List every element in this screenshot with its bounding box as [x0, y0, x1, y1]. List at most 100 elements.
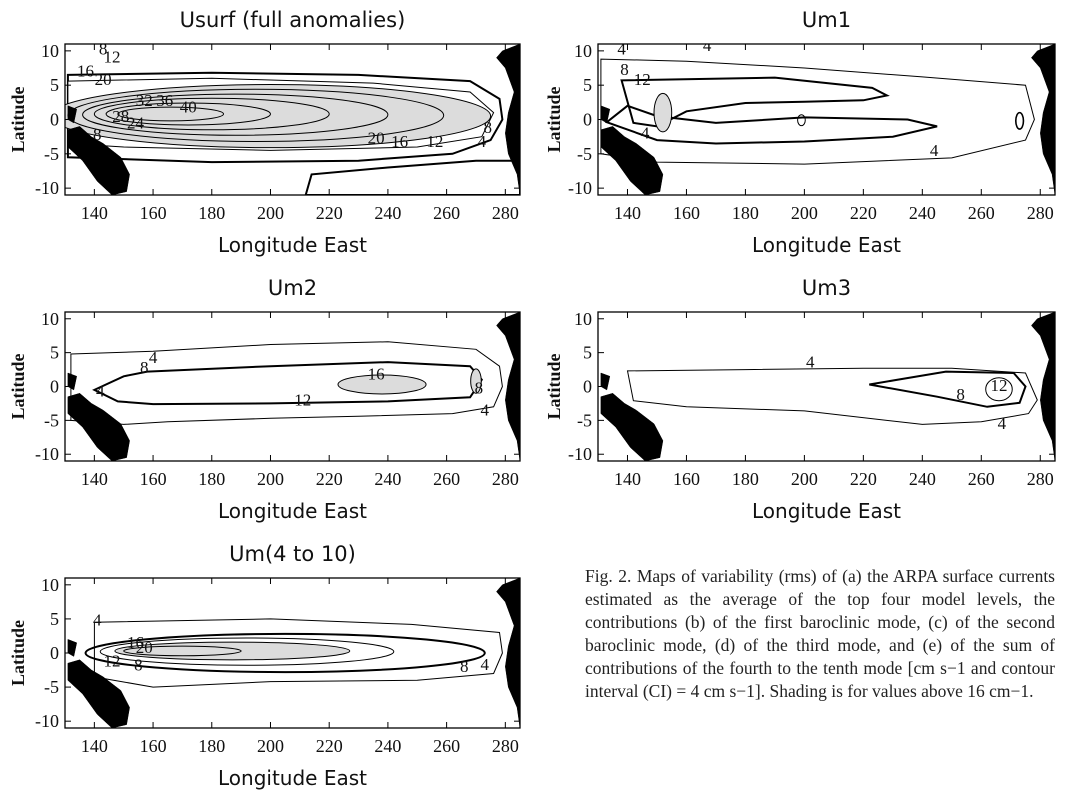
y-tick-label: 5	[50, 75, 59, 95]
x-tick-label: 160	[140, 736, 167, 756]
y-axis-label: Latitude	[8, 620, 28, 686]
x-tick-label: 140	[614, 203, 641, 223]
land-halmahera	[67, 639, 77, 657]
x-axis-label: Longitude East	[218, 233, 367, 257]
contour-label: 8	[460, 657, 469, 676]
x-tick-label: 240	[374, 203, 401, 223]
y-tick-label: 10	[41, 575, 59, 595]
x-tick-label: 260	[433, 469, 460, 489]
contour-label: 8	[475, 378, 484, 397]
x-tick-label: 280	[492, 469, 519, 489]
x-axis-label: Longitude East	[218, 499, 367, 523]
contour-label: 4	[998, 414, 1007, 433]
land-halmahera	[600, 372, 611, 391]
contour-label: 28	[112, 107, 129, 126]
contour-label: 4	[641, 124, 650, 143]
contour-4	[626, 367, 1038, 425]
x-tick-label: 160	[673, 469, 700, 489]
land-new-guinea	[600, 393, 664, 461]
contour-label: 40	[180, 98, 197, 117]
contour-8	[604, 104, 938, 145]
y-tick-label: -10	[35, 711, 59, 731]
land-halmahera	[67, 372, 77, 391]
x-tick-label: 140	[81, 469, 108, 489]
contour-label: 12	[103, 652, 120, 671]
y-axis-label: Latitude	[8, 353, 28, 419]
land-halmahera	[67, 105, 77, 124]
x-tick-label: 200	[257, 469, 284, 489]
x-tick-label: 280	[1027, 469, 1054, 489]
y-tick-label: 10	[41, 309, 59, 329]
x-tick-label: 220	[316, 736, 343, 756]
contour-12	[620, 76, 890, 128]
x-tick-label: 140	[81, 203, 108, 223]
x-tick-label: 160	[140, 203, 167, 223]
x-tick-label: 180	[198, 736, 225, 756]
land-americas	[1031, 44, 1055, 195]
y-tick-label: 5	[50, 343, 59, 363]
x-tick-label: 220	[316, 203, 343, 223]
contour-8-south	[304, 159, 520, 195]
land-new-guinea	[67, 659, 130, 728]
contour-label: 16	[368, 365, 385, 384]
x-tick-label: 280	[492, 203, 519, 223]
y-tick-label: -5	[44, 410, 59, 430]
x-tick-label: 260	[433, 736, 460, 756]
plot-area: 4 4 8 12 4 4	[600, 39, 1055, 195]
x-tick-label: 240	[374, 736, 401, 756]
x-tick-label: 180	[732, 203, 759, 223]
land-americas	[1031, 312, 1055, 461]
caption-text: Fig. 2. Maps of variability (rms) of (a)…	[585, 566, 1055, 701]
contour-4	[70, 341, 503, 425]
y-tick-label: 0	[583, 110, 592, 130]
contour-label: 16	[127, 633, 144, 652]
x-tick-label: 160	[140, 469, 167, 489]
contour-label: 32	[136, 91, 153, 110]
contour-label: 20	[136, 638, 153, 657]
contour-label: 12	[294, 390, 311, 409]
x-tick-label: 200	[257, 736, 284, 756]
contour-label: 4	[617, 39, 626, 58]
panel-title: Um2	[268, 276, 317, 300]
y-tick-label: -10	[35, 444, 59, 464]
contour-small	[1014, 111, 1025, 130]
contour-label: 20	[368, 129, 385, 148]
y-tick-label: -10	[568, 178, 592, 198]
x-tick-label: 200	[791, 469, 818, 489]
figure-caption: Fig. 2. Maps of variability (rms) of (a)…	[585, 565, 1055, 703]
x-axis-label: Longitude East	[752, 233, 901, 257]
y-axis-label: Latitude	[8, 86, 28, 152]
contour-label: 4	[478, 132, 487, 151]
y-tick-label: 10	[41, 41, 59, 61]
contour-label: 8	[134, 656, 143, 675]
contour-label: 16	[391, 132, 408, 151]
x-tick-label: 200	[257, 203, 284, 223]
contour-4	[93, 618, 503, 688]
contour-label: 8	[140, 358, 149, 377]
y-tick-label: 0	[50, 643, 59, 663]
contour-label: 16	[77, 61, 94, 80]
land-new-guinea	[600, 126, 664, 195]
contour-label: 12	[103, 48, 120, 67]
y-tick-label: 0	[50, 110, 59, 130]
y-tick-label: 5	[583, 75, 592, 95]
contour-label: 4	[149, 348, 158, 367]
x-tick-label: 180	[732, 469, 759, 489]
x-tick-label: 240	[909, 203, 936, 223]
contour-label: 12	[990, 376, 1007, 395]
x-tick-label: 280	[492, 736, 519, 756]
x-tick-label: 240	[374, 469, 401, 489]
contour-label: 8	[99, 39, 108, 58]
contour-label: 20	[95, 70, 112, 89]
contour-label: 24	[127, 113, 145, 132]
plot-area: 4 8 12 4	[600, 312, 1055, 461]
contour-label: 12	[426, 132, 443, 151]
contour-label: 8	[956, 385, 965, 404]
plot-frame	[64, 311, 521, 462]
x-tick-label: 260	[968, 469, 995, 489]
contour-12	[985, 377, 1013, 402]
x-tick-label: 140	[81, 736, 108, 756]
x-tick-label: 180	[198, 203, 225, 223]
contour-label: 4	[93, 611, 102, 630]
